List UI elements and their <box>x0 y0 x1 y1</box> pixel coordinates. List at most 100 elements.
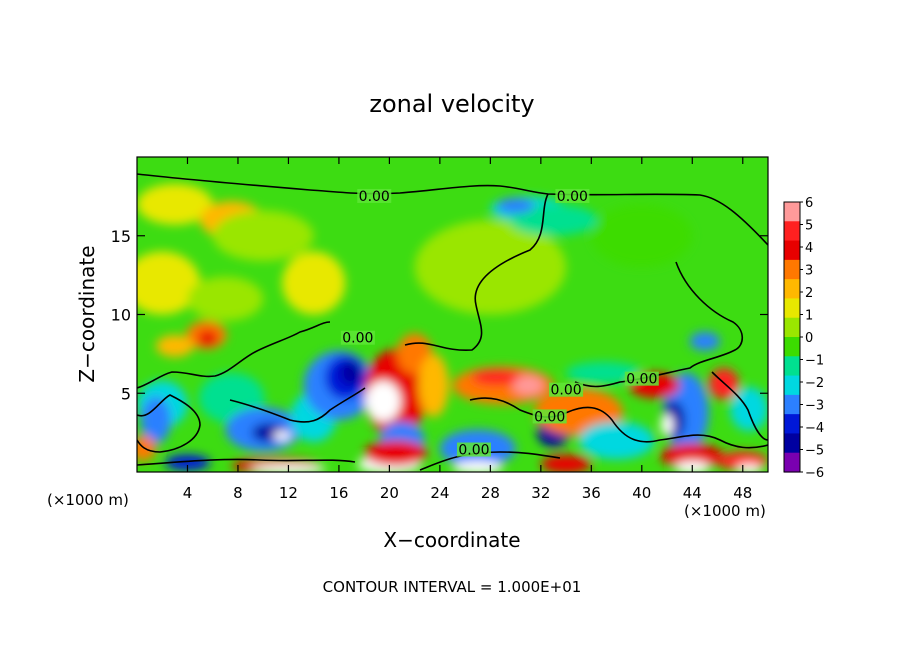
contour-label: 0.00 <box>534 409 565 425</box>
contour-interval-note: CONTOUR INTERVAL = 1.000E+01 <box>323 578 582 596</box>
field-blob <box>660 443 724 469</box>
contour-line-upper <box>137 173 768 246</box>
colorbar-swatch <box>784 337 800 357</box>
x-axis-ticks: 4 8 12 16 20 24 28 32 36 40 44 48 <box>183 157 752 502</box>
x-tick-label: 32 <box>531 484 550 502</box>
field-blob <box>513 375 544 395</box>
field-blob <box>418 353 449 417</box>
x-tick-label: 24 <box>430 484 449 502</box>
colorbar-swatch <box>784 202 800 222</box>
x-tick-label: 44 <box>683 484 702 502</box>
contour-label: 0.00 <box>359 189 390 205</box>
colorbar-swatch <box>784 452 800 473</box>
colorbar-swatch <box>784 259 800 280</box>
contour-label: 0.00 <box>342 331 373 347</box>
contour-label-backdrop <box>456 442 491 457</box>
contour-label-backdrop <box>549 382 584 397</box>
field-blob <box>471 369 522 386</box>
colorbar-swatch <box>784 375 800 396</box>
field-blob <box>137 435 156 461</box>
plot-area: 0.00 0.000.000.000.000.000.00 4 8 12 16 20 24 2… <box>111 156 769 502</box>
field-blob <box>365 380 401 422</box>
colorbar-swatch <box>784 394 800 415</box>
chart-title: zonal velocity <box>369 90 534 118</box>
y-tick-label: 10 <box>111 306 131 325</box>
colorbar-label: 1 <box>805 309 813 324</box>
colorbar-swatch <box>784 221 800 242</box>
colorbar-swatch <box>784 279 800 300</box>
field-blob <box>689 331 721 351</box>
x-tick-label: 36 <box>582 484 601 502</box>
field-blob <box>137 251 201 315</box>
field-blob <box>578 421 655 460</box>
x-tick-label: 8 <box>233 484 243 502</box>
x-unit-right: (×1000 m) <box>684 502 766 520</box>
colorbar-label: 0 <box>805 331 813 346</box>
contour-label-layer: 0.00 0.00 0.00 0.00 0.00 0.00 0.00 <box>340 188 659 459</box>
field-blob <box>496 197 535 214</box>
field-blob <box>591 204 693 268</box>
field-blob <box>164 454 211 471</box>
field-blob <box>414 220 567 315</box>
field-blob <box>509 204 598 236</box>
colorbar-swatch <box>784 433 800 454</box>
x-tick-label: 40 <box>632 484 651 502</box>
colorbar-swatch <box>784 414 800 435</box>
contour-line-right <box>574 261 744 388</box>
field-blob <box>540 454 592 472</box>
contour-line-lower-right <box>469 397 768 449</box>
colorbar-label: −2 <box>805 376 824 391</box>
field-blob <box>197 330 218 346</box>
colorbar-swatch <box>784 356 800 377</box>
contour-label: 0.00 <box>458 443 489 459</box>
y-tick-label: 15 <box>111 227 131 246</box>
field-blob <box>364 440 428 466</box>
contour-label-backdrop <box>532 409 567 424</box>
colorbar-label: −5 <box>805 444 824 459</box>
velocity-field <box>137 183 768 472</box>
contour-label: 0.00 <box>557 189 588 205</box>
colorbar-swatch <box>784 298 800 319</box>
contour-line-bottom <box>137 451 561 471</box>
contour-line-left <box>137 321 331 389</box>
x-tick-label: 16 <box>329 484 348 502</box>
colorbar-label: −6 <box>805 466 824 481</box>
x-tick-label: 20 <box>380 484 399 502</box>
colorbar-label: 5 <box>805 219 813 234</box>
field-blob <box>212 210 314 261</box>
contour-label: 0.00 <box>550 383 581 399</box>
y-axis-label: Z−coordinate <box>75 245 99 382</box>
colorbar-label: 6 <box>805 196 813 211</box>
contour-label-backdrop <box>340 330 375 345</box>
colorbar-label: 3 <box>805 264 813 279</box>
contour-line-middle <box>404 193 549 351</box>
zero-contours <box>137 173 768 471</box>
contour-label: 0.00 <box>626 372 657 388</box>
contour-label-backdrop <box>357 188 392 203</box>
field-blob <box>282 251 346 315</box>
colorbar-label: 4 <box>805 241 813 256</box>
x-tick-label: 28 <box>481 484 500 502</box>
colorbar: 6 5 4 3 2 1 0 −1 −2 −3 −4 −5 −6 <box>783 196 824 481</box>
field-blob <box>660 413 674 436</box>
field-blob <box>340 360 363 386</box>
colorbar-label: −4 <box>805 421 824 436</box>
contour-line-east <box>711 371 768 441</box>
contour-label-backdrop <box>624 371 659 386</box>
y-axis-ticks: 5 10 15 <box>111 227 768 403</box>
field-blob <box>140 396 172 444</box>
field-blob <box>155 334 194 358</box>
field-blob <box>137 183 213 225</box>
x-tick-label: 48 <box>733 484 752 502</box>
colorbar-label: −3 <box>805 399 824 414</box>
x-tick-label: 4 <box>183 484 193 502</box>
colorbar-swatch <box>784 240 800 261</box>
y-tick-label: 5 <box>121 384 131 403</box>
field-blob <box>273 431 291 441</box>
field-blob <box>187 276 264 321</box>
x-axis-label: X−coordinate <box>383 528 520 552</box>
field-blob <box>566 361 642 384</box>
colorbar-swatch <box>784 317 800 338</box>
colorbar-label: 2 <box>805 286 813 301</box>
